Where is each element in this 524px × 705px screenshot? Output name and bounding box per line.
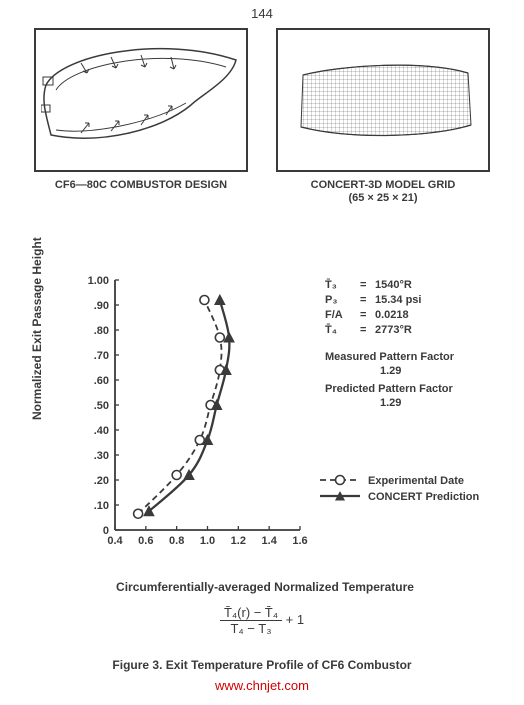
svg-text:.20: .20 xyxy=(94,475,109,487)
svg-text:1.6: 1.6 xyxy=(292,535,307,547)
svg-text:0.4: 0.4 xyxy=(107,535,123,547)
right-panel-subcaption: (65 × 25 × 21) xyxy=(348,192,417,204)
top-panel-row: CF6—80C COMBUSTOR DESIGN CONCERT-3D MODE… xyxy=(32,28,492,204)
svg-text:.30: .30 xyxy=(94,450,109,462)
equation-denominator: T₄ − T₃ xyxy=(220,621,282,636)
svg-text:Experimental Date: Experimental Date xyxy=(368,475,464,487)
svg-text:15.34 psi: 15.34 psi xyxy=(375,294,421,306)
svg-text:P₃: P₃ xyxy=(325,294,337,306)
svg-text:F/A: F/A xyxy=(325,309,343,321)
chart-svg: 0.10.20.30.40.50.60.70.80.901.000.40.60.… xyxy=(40,270,490,570)
svg-text:=: = xyxy=(360,324,366,336)
svg-text:1540°R: 1540°R xyxy=(375,279,412,291)
svg-text:T̄₄: T̄₄ xyxy=(325,324,337,336)
svg-text:2773°R: 2773°R xyxy=(375,324,412,336)
svg-text:0.0218: 0.0218 xyxy=(375,309,409,321)
equation: T̄₄(r) − T̄₄ T₄ − T₃ + 1 xyxy=(0,605,524,636)
svg-text:Predicted Pattern Factor: Predicted Pattern Factor xyxy=(325,383,453,395)
svg-text:CONCERT Prediction: CONCERT Prediction xyxy=(368,491,480,503)
y-axis-label: Normalized Exit Passage Height xyxy=(30,237,44,420)
svg-text:1.29: 1.29 xyxy=(380,397,401,409)
svg-text:1.4: 1.4 xyxy=(262,535,278,547)
combustor-sketch-icon xyxy=(41,35,241,165)
chart-area: Normalized Exit Passage Height 0.10.20.3… xyxy=(40,270,490,570)
equation-numerator: T̄₄(r) − T̄₄ xyxy=(220,605,282,621)
svg-text:1.2: 1.2 xyxy=(231,535,246,547)
svg-text:.80: .80 xyxy=(94,325,109,337)
svg-text:.90: .90 xyxy=(94,300,109,312)
equation-suffix: + 1 xyxy=(282,612,304,627)
svg-text:Measured Pattern Factor: Measured Pattern Factor xyxy=(325,351,455,363)
svg-text:.40: .40 xyxy=(94,425,109,437)
svg-text:.70: .70 xyxy=(94,350,109,362)
svg-text:1.00: 1.00 xyxy=(88,275,109,287)
x-axis-label: Circumferentially-averaged Normalized Te… xyxy=(40,580,490,594)
left-panel: CF6—80C COMBUSTOR DESIGN xyxy=(32,28,250,204)
model-grid-box xyxy=(276,28,490,172)
svg-text:.10: .10 xyxy=(94,500,109,512)
right-panel: CONCERT-3D MODEL GRID (65 × 25 × 21) xyxy=(274,28,492,204)
figure-caption: Figure 3. Exit Temperature Profile of CF… xyxy=(0,658,524,672)
left-panel-caption: CF6—80C COMBUSTOR DESIGN xyxy=(55,178,227,192)
page-number: 144 xyxy=(0,6,524,21)
right-panel-caption: CONCERT-3D MODEL GRID xyxy=(311,178,456,192)
svg-text:=: = xyxy=(360,279,366,291)
svg-text:=: = xyxy=(360,309,366,321)
svg-text:1.0: 1.0 xyxy=(200,535,215,547)
svg-text:.60: .60 xyxy=(94,375,109,387)
svg-text:=: = xyxy=(360,294,366,306)
svg-text:1.29: 1.29 xyxy=(380,365,401,377)
svg-text:T̄₃: T̄₃ xyxy=(325,279,337,291)
svg-text:0.6: 0.6 xyxy=(138,535,153,547)
svg-text:0.8: 0.8 xyxy=(169,535,184,547)
combustor-sketch-box xyxy=(34,28,248,172)
model-grid-icon xyxy=(283,35,483,165)
watermark: www.chnjet.com xyxy=(0,678,524,693)
svg-text:.50: .50 xyxy=(94,400,109,412)
